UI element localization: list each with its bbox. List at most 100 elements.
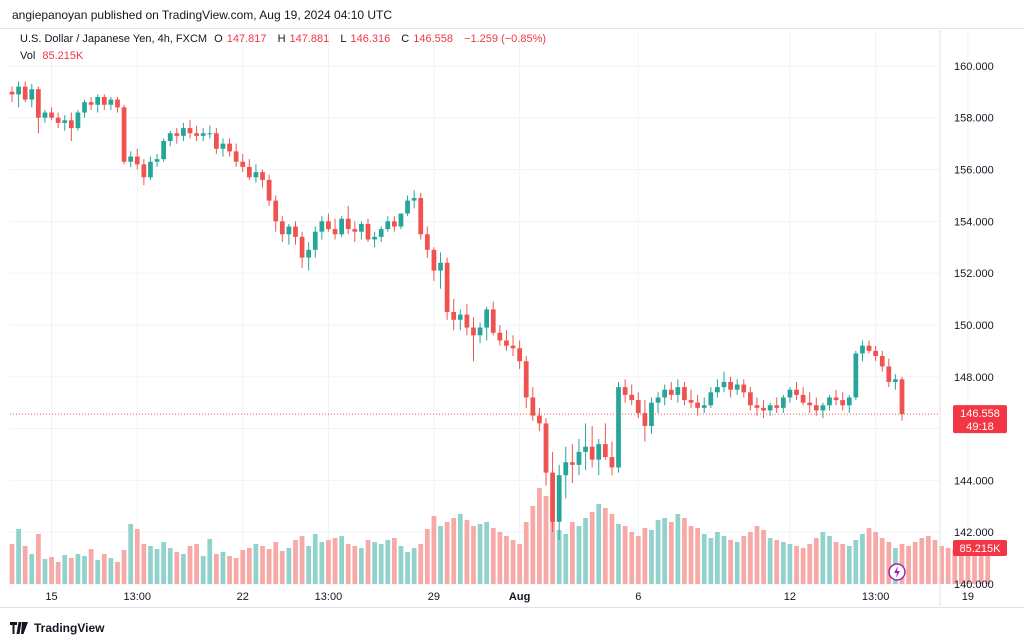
candle-body bbox=[312, 231, 318, 250]
volume-bar bbox=[662, 518, 668, 584]
candle-body bbox=[846, 397, 852, 406]
candle-body bbox=[161, 141, 167, 160]
candle-body bbox=[49, 112, 54, 118]
volume-bar bbox=[860, 534, 865, 584]
volume-bar bbox=[471, 526, 476, 584]
y-tick-label: 150.000 bbox=[954, 320, 994, 332]
volume-bar bbox=[154, 549, 160, 584]
volume-bar bbox=[286, 548, 292, 584]
candle-body bbox=[543, 423, 549, 473]
candle-body bbox=[22, 86, 28, 100]
volume-bar bbox=[761, 530, 766, 584]
candle-body bbox=[510, 345, 516, 349]
volume-bar bbox=[978, 540, 984, 584]
volume-bar bbox=[299, 536, 305, 584]
y-tick-label: 144.000 bbox=[954, 475, 994, 487]
last-price-text: 146.558 bbox=[960, 408, 1000, 420]
x-tick-label: 12 bbox=[784, 591, 796, 603]
candle-body bbox=[141, 164, 147, 178]
candle-body bbox=[537, 415, 542, 424]
volume-bar bbox=[134, 529, 140, 584]
volume-bar bbox=[972, 548, 977, 584]
candle-body bbox=[655, 397, 661, 403]
volume-bar bbox=[174, 552, 180, 584]
volume-bar bbox=[253, 544, 259, 584]
low-value: 146.316 bbox=[350, 33, 391, 45]
candle-body bbox=[464, 314, 470, 328]
candle-body bbox=[273, 200, 279, 222]
volume-bar bbox=[925, 536, 931, 584]
candle-body bbox=[167, 133, 173, 142]
volume-bars bbox=[9, 488, 991, 584]
volume-bar bbox=[965, 546, 971, 584]
y-tick-label: 156.000 bbox=[954, 165, 994, 177]
volume-bar bbox=[833, 542, 839, 584]
volume-bar bbox=[62, 555, 68, 584]
candle-body bbox=[774, 405, 780, 408]
candle-body bbox=[563, 462, 569, 476]
candle-body bbox=[286, 226, 292, 235]
volume-bar bbox=[95, 560, 101, 584]
candle-body bbox=[583, 446, 588, 452]
y-tick-label: 148.000 bbox=[954, 372, 994, 384]
candle-body bbox=[523, 361, 529, 398]
volume-bar bbox=[873, 532, 879, 584]
candlesticks bbox=[9, 81, 905, 540]
volume-bar bbox=[424, 529, 430, 584]
volume-bar bbox=[675, 514, 681, 584]
volume-bar bbox=[477, 524, 483, 584]
volume-bar bbox=[115, 562, 120, 584]
candle-body bbox=[372, 236, 377, 240]
candle-body bbox=[438, 262, 443, 271]
candle-body bbox=[326, 221, 331, 230]
x-tick-label: 13:00 bbox=[862, 591, 890, 603]
volume-bar bbox=[866, 528, 872, 584]
candle-body bbox=[306, 249, 312, 258]
volume-bar bbox=[233, 558, 239, 584]
candle-body bbox=[115, 99, 120, 108]
candle-body bbox=[642, 413, 648, 426]
candle-body bbox=[352, 229, 358, 232]
volume-bar bbox=[734, 542, 740, 584]
volume-bar bbox=[721, 536, 727, 584]
volume-bar bbox=[405, 552, 410, 584]
volume-bar bbox=[899, 544, 905, 584]
candle-body bbox=[873, 350, 879, 357]
volume-bar bbox=[800, 548, 806, 584]
y-tick-label: 154.000 bbox=[954, 216, 994, 228]
candle-body bbox=[154, 159, 160, 162]
volume-bar bbox=[767, 538, 773, 584]
volume-bar bbox=[451, 518, 457, 584]
volume-bar bbox=[589, 512, 595, 584]
volume-bar bbox=[886, 542, 892, 584]
candle-body bbox=[471, 327, 476, 336]
volume-bar bbox=[682, 518, 687, 584]
volume-bar bbox=[563, 534, 569, 584]
grid-lines bbox=[10, 30, 969, 585]
volume-bar bbox=[345, 544, 351, 584]
low-label: L bbox=[340, 33, 347, 45]
candle-body bbox=[424, 234, 430, 250]
candle-body bbox=[602, 444, 608, 458]
x-tick-label: 13:00 bbox=[315, 591, 343, 603]
volume-bar bbox=[747, 532, 753, 584]
volume-bar bbox=[464, 520, 470, 584]
volume-bar bbox=[602, 508, 608, 584]
volume-bar bbox=[952, 550, 958, 584]
footer-brand[interactable]: TradingView bbox=[10, 618, 104, 638]
volume-bar bbox=[148, 546, 153, 584]
volume-bar bbox=[279, 551, 285, 584]
open-value: 147.817 bbox=[226, 33, 267, 45]
candle-body bbox=[95, 96, 101, 105]
legend-volume: Vol 85.215K bbox=[20, 50, 87, 62]
candle-body bbox=[695, 402, 701, 408]
vol-label: Vol bbox=[20, 50, 36, 62]
candle-body bbox=[893, 379, 898, 382]
volume-bar bbox=[754, 526, 760, 584]
candle-body bbox=[556, 475, 562, 522]
volume-bar bbox=[9, 544, 15, 584]
legend-symbol: U.S. Dollar / Japanese Yen, 4h, FXCM bbox=[20, 33, 208, 45]
volume-bar bbox=[655, 520, 661, 584]
candle-body bbox=[813, 405, 819, 411]
